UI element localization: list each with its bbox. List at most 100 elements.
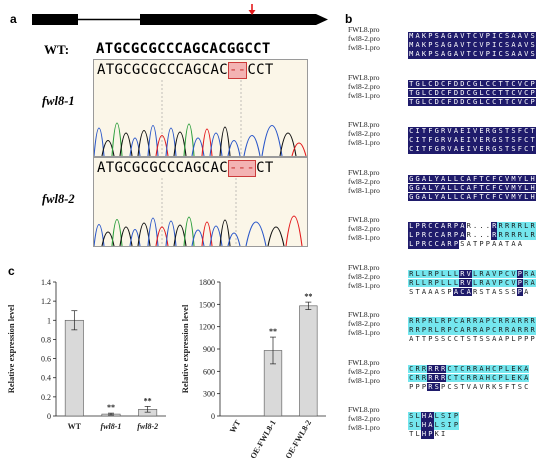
residue: R xyxy=(484,127,492,136)
residue: P xyxy=(427,335,434,344)
residue: A xyxy=(478,317,485,326)
residue: L xyxy=(439,278,447,288)
residue: D xyxy=(459,88,466,98)
residue: G xyxy=(471,88,479,98)
residue: A xyxy=(523,364,530,374)
residue: A xyxy=(439,192,447,202)
residue: R xyxy=(510,222,517,231)
residue: V xyxy=(510,269,517,279)
residue: C xyxy=(491,317,498,326)
residue: V xyxy=(478,32,485,41)
residue: R xyxy=(516,317,524,326)
residue: R xyxy=(420,373,428,383)
residue: C xyxy=(510,79,517,89)
residue: R xyxy=(484,136,492,145)
residue: C xyxy=(497,32,504,41)
residue: L xyxy=(427,174,434,184)
residue: R xyxy=(439,145,447,154)
residue: R xyxy=(529,222,536,231)
residue: T xyxy=(478,183,485,193)
residue: C xyxy=(491,97,498,107)
residue: V xyxy=(516,97,524,107)
trace-fwl8-1 xyxy=(94,80,307,156)
residue: L xyxy=(446,269,453,279)
residue: R xyxy=(427,373,434,383)
residue: R xyxy=(497,222,504,231)
residue: A xyxy=(516,50,524,59)
residue: A xyxy=(478,364,485,374)
residue: A xyxy=(452,145,460,154)
residue: C xyxy=(503,278,511,288)
residue: C xyxy=(459,287,466,297)
deletion-marker: -- xyxy=(227,62,248,79)
residue: C xyxy=(446,373,453,383)
x-tick-label: OE-FWL8-1 xyxy=(248,419,277,458)
trace-fwl8-2 xyxy=(94,178,303,246)
residue: A xyxy=(510,41,517,50)
residue: C xyxy=(523,97,530,107)
residue: R xyxy=(439,373,447,383)
residue: F xyxy=(503,382,511,392)
residue: I xyxy=(414,145,421,154)
gene-exon-1 xyxy=(32,14,78,25)
x-tick-label: fwl8-1 xyxy=(101,422,122,431)
residue: C xyxy=(503,269,511,279)
residue: R xyxy=(471,364,479,374)
residue: R xyxy=(497,231,504,240)
residue: T xyxy=(503,127,511,136)
residue: G xyxy=(433,136,440,145)
residue: S xyxy=(439,287,447,297)
residue: G xyxy=(446,41,453,50)
residue: C xyxy=(459,373,466,383)
significance-label: ** xyxy=(269,327,277,336)
residue: S xyxy=(408,412,415,421)
residue: A xyxy=(452,41,460,50)
residue: T xyxy=(408,430,415,439)
residue: T xyxy=(465,32,472,41)
residue: C xyxy=(408,127,415,136)
residue: L xyxy=(478,79,485,89)
residue: R xyxy=(459,269,466,279)
residue: I xyxy=(491,41,498,50)
residue: R xyxy=(471,317,479,326)
residue: R xyxy=(529,326,536,335)
y-tick-label: 0.8 xyxy=(41,335,51,344)
residue: F xyxy=(491,174,498,184)
residue: K xyxy=(420,50,428,59)
residue: P xyxy=(408,382,415,392)
residue: L xyxy=(523,174,530,184)
residue: V xyxy=(478,382,485,392)
residue: H xyxy=(529,183,536,193)
residue: L xyxy=(414,412,421,421)
residue: C xyxy=(408,373,415,383)
residue: A xyxy=(439,231,447,240)
residue: A xyxy=(523,287,530,297)
residue: P xyxy=(516,278,524,288)
significance-label: ** xyxy=(304,292,312,301)
residue: L xyxy=(471,278,479,288)
residue: A xyxy=(420,183,428,193)
residue: R xyxy=(408,278,415,288)
residue: S xyxy=(439,421,447,430)
residue: T xyxy=(529,145,536,154)
residue: A xyxy=(452,50,460,59)
residue: I xyxy=(414,127,421,136)
residue: C xyxy=(471,41,479,50)
seq-before: ATGCGCGCCCAGCAC xyxy=(97,160,228,176)
residue: A xyxy=(484,269,492,279)
residue: R xyxy=(465,317,472,326)
residue: A xyxy=(408,335,415,344)
residue: Y xyxy=(516,174,524,184)
residue: A xyxy=(510,326,517,335)
residue: S xyxy=(439,412,447,421)
residue: R xyxy=(484,145,492,154)
residue: T xyxy=(452,373,460,383)
residue: C xyxy=(497,41,504,50)
residue: A xyxy=(465,192,472,202)
residue: R xyxy=(465,231,472,240)
residue: C xyxy=(427,222,434,231)
